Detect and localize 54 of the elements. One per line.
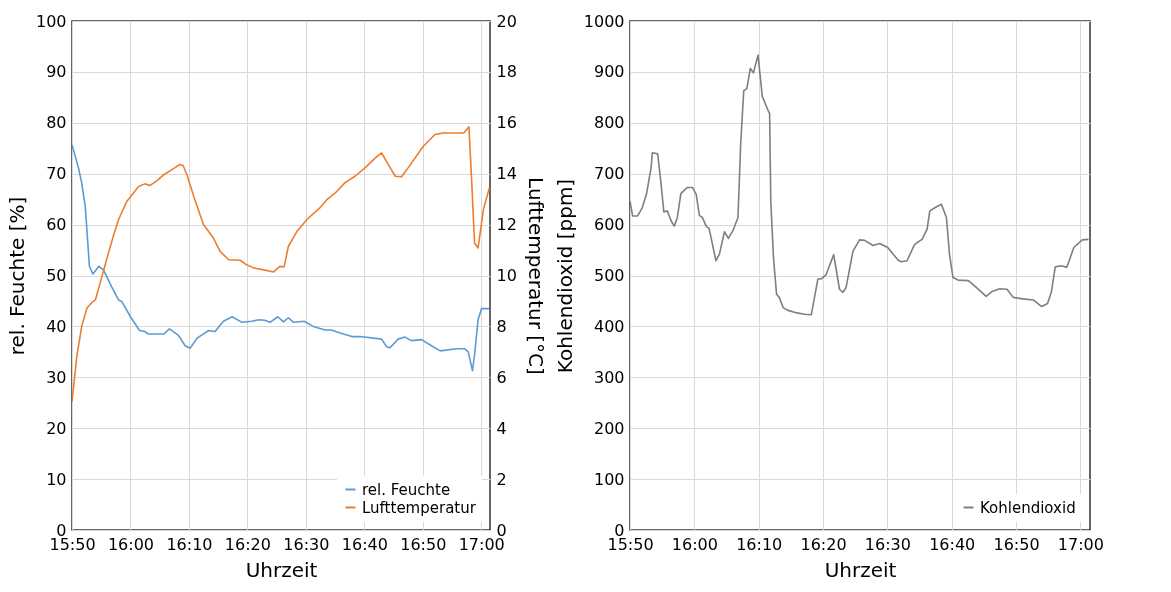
y-tick-label: 70 [46,164,67,184]
y-tick-label: 40 [46,316,67,336]
y-tick-label: 80 [46,113,67,133]
y2-tick-label: 14 [496,164,517,184]
y2-tick-label: 2 [496,469,507,489]
y-axis-title: Kohlendioxid [ppm] [552,178,577,374]
legend-label: Lufttemperatur [362,498,477,517]
x-tick-label: 16:40 [341,534,388,554]
y-tick-label: 600 [593,215,625,235]
y-tick-label: 10 [46,469,67,489]
x-axis-title: Uhrzeit [245,557,318,582]
legend-label: Kohlendioxid [980,498,1076,517]
y-tick-label: 100 [35,11,67,31]
x-tick-label: 17:00 [1057,534,1104,554]
y-tick-label: 700 [593,164,625,184]
x-axis-title: Uhrzeit [824,557,897,582]
line-series [72,143,490,372]
y-tick-label: 60 [46,215,67,235]
y-tick-label: 900 [593,62,625,82]
y-tick-label: 30 [46,367,67,387]
x-tick-label: 16:30 [283,534,330,554]
y2-tick-label: 20 [496,11,517,31]
y2-tick-label: 6 [496,367,507,387]
y-tick-label: 500 [593,266,625,285]
y2-tick-label: 18 [496,62,517,82]
x-tick-label: 16:00 [107,534,155,554]
y2-tick-label: 4 [496,418,507,438]
y2-tick-label: 16 [496,113,517,133]
x-tick-label: 16:10 [166,534,213,554]
x-tick-label: 16:20 [224,534,271,554]
y-tick-label: 20 [46,418,67,438]
line-series [630,54,1090,316]
y2-axis-title: Lufttemperatur [°C] [523,177,548,375]
y2-tick-label: 10 [496,266,517,285]
x-tick-label: 16:50 [400,534,447,554]
x-tick-label: 16:10 [736,534,783,554]
x-tick-label: 16:20 [800,534,847,554]
x-tick-label: 16:40 [929,534,976,554]
y-tick-label: 100 [593,469,625,489]
y-tick-label: 800 [593,113,625,133]
x-tick-label: 16:00 [671,534,718,554]
y-tick-label: 90 [46,62,67,82]
line-series [72,126,490,403]
y-axis-title: rel. Feuchte [%] [4,196,29,356]
x-tick-label: 16:50 [993,534,1040,554]
y-tick-label: 300 [593,367,625,387]
y2-tick-label: 12 [496,215,517,235]
y2-tick-label: 8 [496,316,507,336]
y-tick-label: 400 [593,316,625,336]
x-tick-label: 16:30 [864,534,911,554]
y-tick-label: 50 [46,266,67,285]
y-tick-label: 200 [593,418,625,438]
legend-label: rel. Feuchte [362,480,451,499]
y-tick-label: 1000 [583,11,625,31]
